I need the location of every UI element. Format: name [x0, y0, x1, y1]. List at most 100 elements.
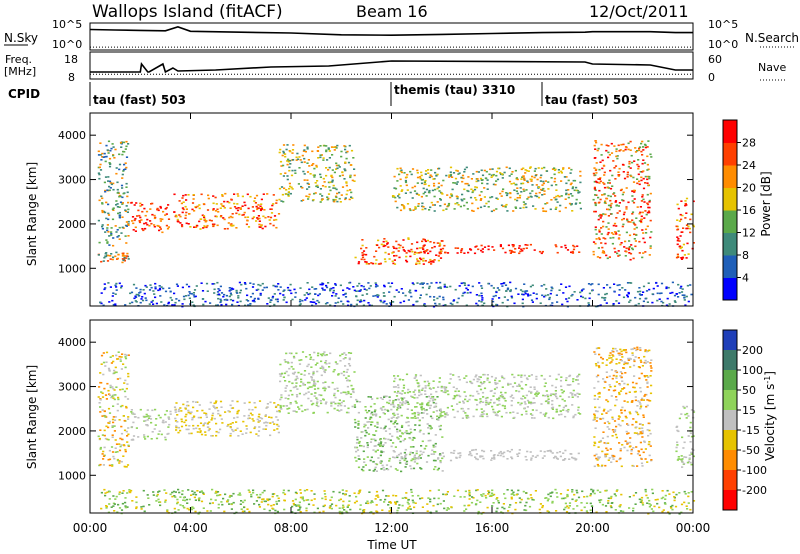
- velocity-echo-cell: [281, 372, 284, 375]
- power-echo-cell: [253, 297, 256, 300]
- power-echo-cell: [239, 289, 242, 292]
- velocity-echo-cell: [596, 398, 599, 400]
- power-echo-cell: [673, 300, 676, 302]
- velocity-echo-cell: [472, 378, 475, 381]
- velocity-echo-cell: [118, 449, 122, 452]
- velocity-echo-cell: [229, 423, 232, 425]
- velocity-echo-cell: [100, 354, 104, 357]
- power-echo-cell: [307, 293, 310, 296]
- velocity-echo-cell: [502, 455, 505, 458]
- power-echo-cell: [164, 208, 167, 210]
- velocity-echo-cell: [406, 391, 409, 394]
- velocity-echo-cell: [399, 401, 402, 404]
- velocity-echo-cell: [499, 395, 502, 397]
- velocity-echo-cell: [137, 416, 140, 419]
- velocity-echo-cell: [439, 428, 442, 431]
- power-echo-cell: [199, 228, 202, 230]
- power-echo-cell: [562, 167, 565, 169]
- power-echo-cell: [393, 175, 396, 178]
- velocity-echo-cell: [610, 357, 613, 359]
- power-echo-cell: [646, 193, 649, 196]
- power-echo-cell: [433, 296, 436, 298]
- power-echo-cell: [631, 248, 634, 251]
- velocity-echo-cell: [380, 450, 383, 453]
- velocity-echo-cell: [444, 416, 447, 418]
- power-echo-cell: [376, 244, 379, 246]
- power-echo-cell: [377, 239, 380, 242]
- velocity-echo-cell: [439, 454, 442, 457]
- power-echo-cell: [622, 217, 625, 220]
- velocity-echo-cell: [235, 421, 238, 423]
- velocity-echo-cell: [647, 434, 650, 437]
- power-echo-cell: [273, 215, 277, 217]
- velocity-echo-cell: [290, 365, 293, 368]
- power-echo-cell: [189, 226, 192, 228]
- power-echo-cell: [594, 174, 597, 176]
- power-echo-cell: [109, 187, 112, 189]
- velocity-echo-cell: [436, 469, 439, 471]
- power-echo-cell: [571, 210, 574, 212]
- velocity-echo-cell: [200, 433, 204, 436]
- power-echo-cell: [176, 218, 179, 221]
- velocity-echo-cell: [352, 388, 355, 390]
- power-echo-cell: [556, 201, 559, 203]
- velocity-echo-cell: [411, 439, 414, 441]
- velocity-echo-cell: [406, 408, 409, 410]
- power-echo-cell: [416, 260, 419, 262]
- velocity-echo-cell: [339, 354, 342, 357]
- velocity-echo-cell: [150, 438, 153, 440]
- velocity-echo-cell: [120, 460, 123, 463]
- velocity-echo-cell: [164, 499, 167, 502]
- velocity-echo-cell: [285, 385, 288, 387]
- velocity-echo-cell: [197, 513, 200, 515]
- velocity-echo-cell: [293, 357, 296, 359]
- power-echo-cell: [676, 239, 679, 242]
- power-echo-cell: [521, 250, 524, 252]
- velocity-echo-cell: [463, 391, 466, 393]
- velocity-echo-cell: [456, 403, 459, 405]
- power-echo-cell: [613, 283, 616, 285]
- power-echo-cell: [359, 299, 362, 301]
- velocity-echo-cell: [333, 394, 336, 397]
- velocity-echo-cell: [276, 410, 279, 413]
- velocity-echo-cell: [419, 374, 422, 377]
- power-echo-cell: [235, 207, 238, 210]
- power-echo-cell: [475, 199, 478, 201]
- power-echo-cell: [325, 145, 328, 147]
- velocity-echo-cell: [361, 431, 364, 433]
- power-echo-cell: [243, 282, 247, 284]
- power-echo-cell: [138, 220, 141, 222]
- velocity-echo-cell: [452, 374, 455, 376]
- velocity-echo-cell: [271, 421, 274, 423]
- power-echo-cell: [313, 176, 316, 178]
- velocity-echo-cell: [433, 451, 436, 453]
- velocity-echo-cell: [333, 388, 336, 390]
- power-echo-cell: [642, 187, 646, 190]
- velocity-echo-cell: [575, 458, 578, 460]
- velocity-echo-cell: [324, 387, 327, 390]
- power-echo-cell: [676, 203, 679, 206]
- power-echo-cell: [467, 176, 470, 178]
- velocity-echo-cell: [432, 380, 435, 382]
- velocity-echo-cell: [120, 368, 123, 370]
- velocity-echo-cell: [494, 383, 497, 385]
- power-echo-cell: [677, 283, 680, 286]
- power-echo-cell: [184, 194, 187, 196]
- velocity-echo-cell: [598, 391, 601, 394]
- power-echo-cell: [503, 296, 506, 298]
- power-echo-cell: [220, 292, 224, 294]
- power-echo-cell: [541, 294, 544, 297]
- power-echo-cell: [682, 243, 685, 246]
- velocity-echo-cell: [609, 505, 612, 507]
- power-echo-cell: [607, 151, 610, 154]
- power-echo-cell: [120, 146, 123, 148]
- velocity-echo-cell: [510, 489, 513, 492]
- velocity-echo-cell: [612, 347, 615, 350]
- power-echo-cell: [680, 246, 683, 249]
- power-echo-cell: [511, 244, 514, 246]
- velocity-echo-cell: [266, 403, 269, 405]
- power-echo-cell: [467, 284, 470, 287]
- power-echo-cell: [594, 228, 597, 231]
- velocity-echo-cell: [400, 456, 403, 458]
- velocity-echo-cell: [280, 408, 283, 410]
